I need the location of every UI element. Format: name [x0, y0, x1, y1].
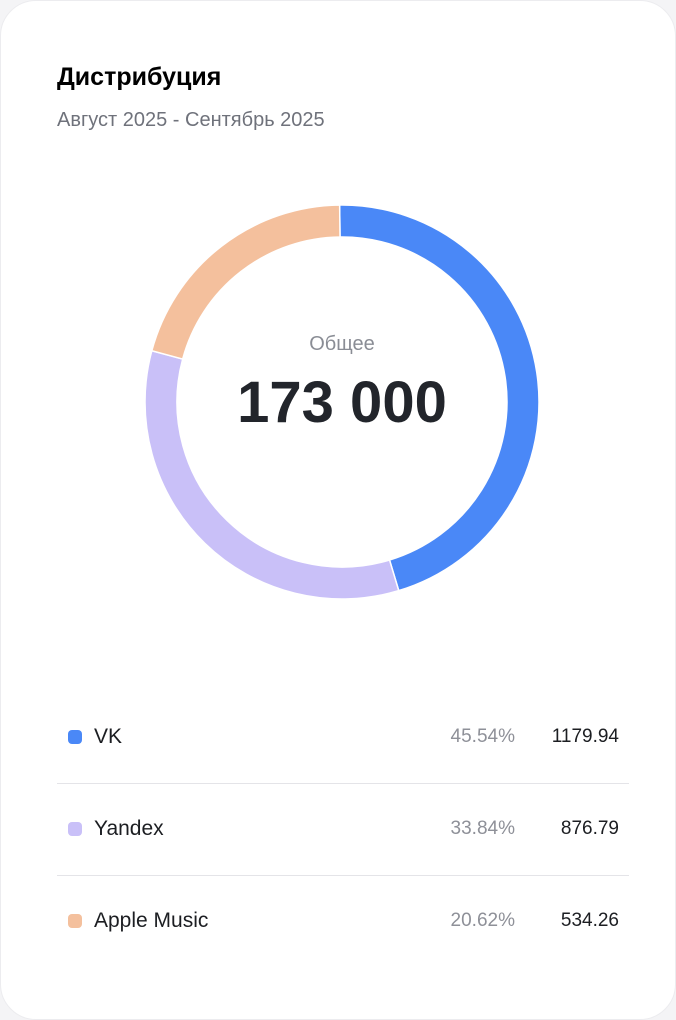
legend-row-apple-music: Apple Music 20.62% 534.26	[57, 875, 629, 967]
legend-percent: 33.84%	[450, 818, 515, 839]
legend-row-vk: VK 45.54% 1179.94	[57, 691, 629, 784]
donut-chart	[144, 204, 540, 600]
donut-slice-apple-music	[150, 204, 341, 360]
legend-value: 534.26	[560, 910, 619, 931]
legend-percent: 45.54%	[450, 726, 515, 747]
legend-percent: 20.62%	[450, 910, 515, 931]
legend-value: 1179.94	[551, 726, 619, 747]
date-range: Август 2025 - Сентябрь 2025	[57, 109, 325, 131]
legend-label: Apple Music	[94, 909, 209, 932]
card-title: Дистрибуция	[57, 63, 222, 91]
legend-label: VK	[94, 725, 123, 748]
legend-row-yandex: Yandex 33.84% 876.79	[57, 783, 629, 876]
legend-value: 876.79	[560, 818, 619, 839]
total-label: Общее	[309, 333, 375, 355]
legend-color-dot	[68, 914, 82, 928]
legend-label: Yandex	[94, 817, 164, 840]
legend-color-dot	[68, 822, 82, 836]
total-value: 173 000	[237, 370, 447, 435]
legend-color-dot	[68, 730, 82, 744]
